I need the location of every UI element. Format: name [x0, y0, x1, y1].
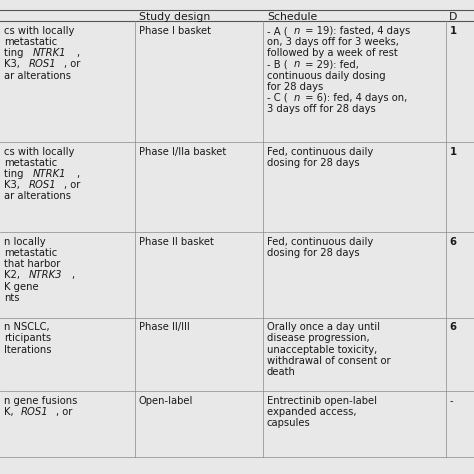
Text: K2,: K2,	[4, 270, 23, 281]
Text: death: death	[267, 367, 296, 377]
Text: n: n	[293, 60, 300, 70]
Text: metastatic: metastatic	[4, 158, 57, 168]
Text: Phase I basket: Phase I basket	[139, 26, 211, 36]
Text: 1: 1	[449, 26, 456, 36]
Text: Phase II basket: Phase II basket	[139, 237, 214, 247]
Text: 3 days off for 28 days: 3 days off for 28 days	[267, 104, 375, 114]
Text: ar alterations: ar alterations	[4, 71, 71, 81]
Text: = 29): fed,: = 29): fed,	[301, 60, 358, 70]
Text: ROS1: ROS1	[28, 181, 56, 191]
Text: - B (: - B (	[267, 60, 288, 70]
Text: Phase I/IIa basket: Phase I/IIa basket	[139, 147, 226, 157]
Text: K3,: K3,	[4, 60, 23, 70]
Text: n gene fusions: n gene fusions	[4, 396, 77, 406]
Text: rticipants: rticipants	[4, 334, 51, 344]
Text: ,: ,	[76, 169, 79, 179]
Text: ROS1: ROS1	[28, 60, 56, 70]
Text: ting: ting	[4, 48, 27, 58]
Text: Open-label: Open-label	[139, 396, 193, 406]
Text: , or: , or	[56, 407, 72, 417]
Text: withdrawal of consent or: withdrawal of consent or	[267, 356, 391, 366]
Text: = 6): fed, 4 days on,: = 6): fed, 4 days on,	[301, 93, 407, 103]
Text: D: D	[449, 12, 458, 22]
Text: 1: 1	[449, 147, 456, 157]
Text: followed by a week of rest: followed by a week of rest	[267, 48, 398, 58]
Text: K gene: K gene	[4, 282, 38, 292]
Text: cs with locally: cs with locally	[4, 26, 74, 36]
Text: 6: 6	[449, 237, 456, 247]
Text: metastatic: metastatic	[4, 248, 57, 258]
Text: - C (: - C (	[267, 93, 288, 103]
Text: , or: , or	[64, 181, 80, 191]
Text: cs with locally: cs with locally	[4, 147, 74, 157]
Text: Orally once a day until: Orally once a day until	[267, 322, 380, 332]
Text: n: n	[293, 93, 300, 103]
Text: ,: ,	[72, 270, 75, 281]
Text: lterations: lterations	[4, 345, 51, 355]
Text: NTRK1: NTRK1	[33, 48, 66, 58]
Text: NTRK3: NTRK3	[28, 270, 62, 281]
Text: K3,: K3,	[4, 181, 23, 191]
Text: capsules: capsules	[267, 418, 310, 428]
Text: for 28 days: for 28 days	[267, 82, 323, 92]
Text: dosing for 28 days: dosing for 28 days	[267, 248, 359, 258]
Text: - A (: - A (	[267, 26, 288, 36]
Text: 6: 6	[449, 322, 456, 332]
Text: Phase II/III: Phase II/III	[139, 322, 190, 332]
Text: Study design: Study design	[139, 12, 210, 22]
Text: Schedule: Schedule	[267, 12, 317, 22]
Text: = 19): fasted, 4 days: = 19): fasted, 4 days	[301, 26, 410, 36]
Text: continuous daily dosing: continuous daily dosing	[267, 71, 385, 81]
Text: n NSCLC,: n NSCLC,	[4, 322, 49, 332]
Text: Entrectinib open-label: Entrectinib open-label	[267, 396, 377, 406]
Text: n locally: n locally	[4, 237, 46, 247]
Text: dosing for 28 days: dosing for 28 days	[267, 158, 359, 168]
Text: on, 3 days off for 3 weeks,: on, 3 days off for 3 weeks,	[267, 37, 399, 47]
Text: metastatic: metastatic	[4, 37, 57, 47]
Text: ROS1: ROS1	[20, 407, 48, 417]
Text: unacceptable toxicity,: unacceptable toxicity,	[267, 345, 377, 355]
Text: Fed, continuous daily: Fed, continuous daily	[267, 237, 373, 247]
Text: ar alterations: ar alterations	[4, 191, 71, 201]
Text: NTRK1: NTRK1	[33, 169, 66, 179]
Text: ting: ting	[4, 169, 27, 179]
Text: nts: nts	[4, 292, 19, 303]
Text: , or: , or	[64, 60, 80, 70]
Text: n: n	[293, 26, 300, 36]
Text: that harbor: that harbor	[4, 259, 60, 269]
Text: K,: K,	[4, 407, 17, 417]
Text: ,: ,	[76, 48, 79, 58]
Text: disease progression,: disease progression,	[267, 334, 370, 344]
Text: Fed, continuous daily: Fed, continuous daily	[267, 147, 373, 157]
Text: expanded access,: expanded access,	[267, 407, 356, 417]
Text: -: -	[449, 396, 453, 406]
